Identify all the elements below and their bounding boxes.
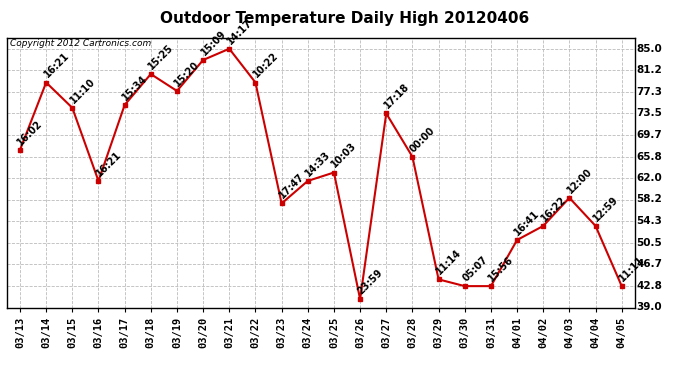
Text: 15:20: 15:20 xyxy=(172,59,201,88)
Text: 77.3: 77.3 xyxy=(636,87,662,97)
Text: 15:25: 15:25 xyxy=(146,42,175,71)
Text: 12:59: 12:59 xyxy=(591,194,620,223)
Text: 58.2: 58.2 xyxy=(636,195,662,204)
Text: 11:11: 11:11 xyxy=(618,254,647,284)
Text: 17:47: 17:47 xyxy=(277,172,306,201)
Text: 14:17: 14:17 xyxy=(225,17,254,46)
Text: 62.0: 62.0 xyxy=(636,173,662,183)
Text: 81.2: 81.2 xyxy=(636,65,662,75)
Text: 15:09: 15:09 xyxy=(199,28,228,57)
Text: 85.0: 85.0 xyxy=(636,44,662,54)
Text: 14:33: 14:33 xyxy=(304,149,333,178)
Text: Copyright 2012 Cartronics.com: Copyright 2012 Cartronics.com xyxy=(10,39,151,48)
Text: 11:10: 11:10 xyxy=(68,76,97,105)
Text: 65.8: 65.8 xyxy=(636,152,662,162)
Text: 39.0: 39.0 xyxy=(636,303,662,312)
Text: 16:22: 16:22 xyxy=(539,194,568,223)
Text: 16:41: 16:41 xyxy=(513,208,542,237)
Text: 12:00: 12:00 xyxy=(565,166,594,195)
Text: 11:14: 11:14 xyxy=(434,248,463,277)
Text: 15:34: 15:34 xyxy=(120,73,149,102)
Text: 42.8: 42.8 xyxy=(636,281,662,291)
Text: 50.5: 50.5 xyxy=(636,238,662,248)
Text: Outdoor Temperature Daily High 20120406: Outdoor Temperature Daily High 20120406 xyxy=(160,11,530,26)
Text: 69.7: 69.7 xyxy=(636,130,662,140)
Text: 10:03: 10:03 xyxy=(330,141,359,170)
Text: 16:21: 16:21 xyxy=(42,51,71,80)
Text: 16:02: 16:02 xyxy=(16,118,45,147)
Text: 16:21: 16:21 xyxy=(94,149,124,178)
Text: 15:56: 15:56 xyxy=(486,254,515,284)
Text: 00:00: 00:00 xyxy=(408,125,437,154)
Text: 46.7: 46.7 xyxy=(636,259,662,269)
Text: 05:07: 05:07 xyxy=(460,254,489,284)
Text: 10:22: 10:22 xyxy=(251,51,280,80)
Text: 54.3: 54.3 xyxy=(636,216,662,226)
Text: 17:18: 17:18 xyxy=(382,82,411,111)
Text: 23:59: 23:59 xyxy=(356,267,385,296)
Text: 73.5: 73.5 xyxy=(636,108,662,118)
